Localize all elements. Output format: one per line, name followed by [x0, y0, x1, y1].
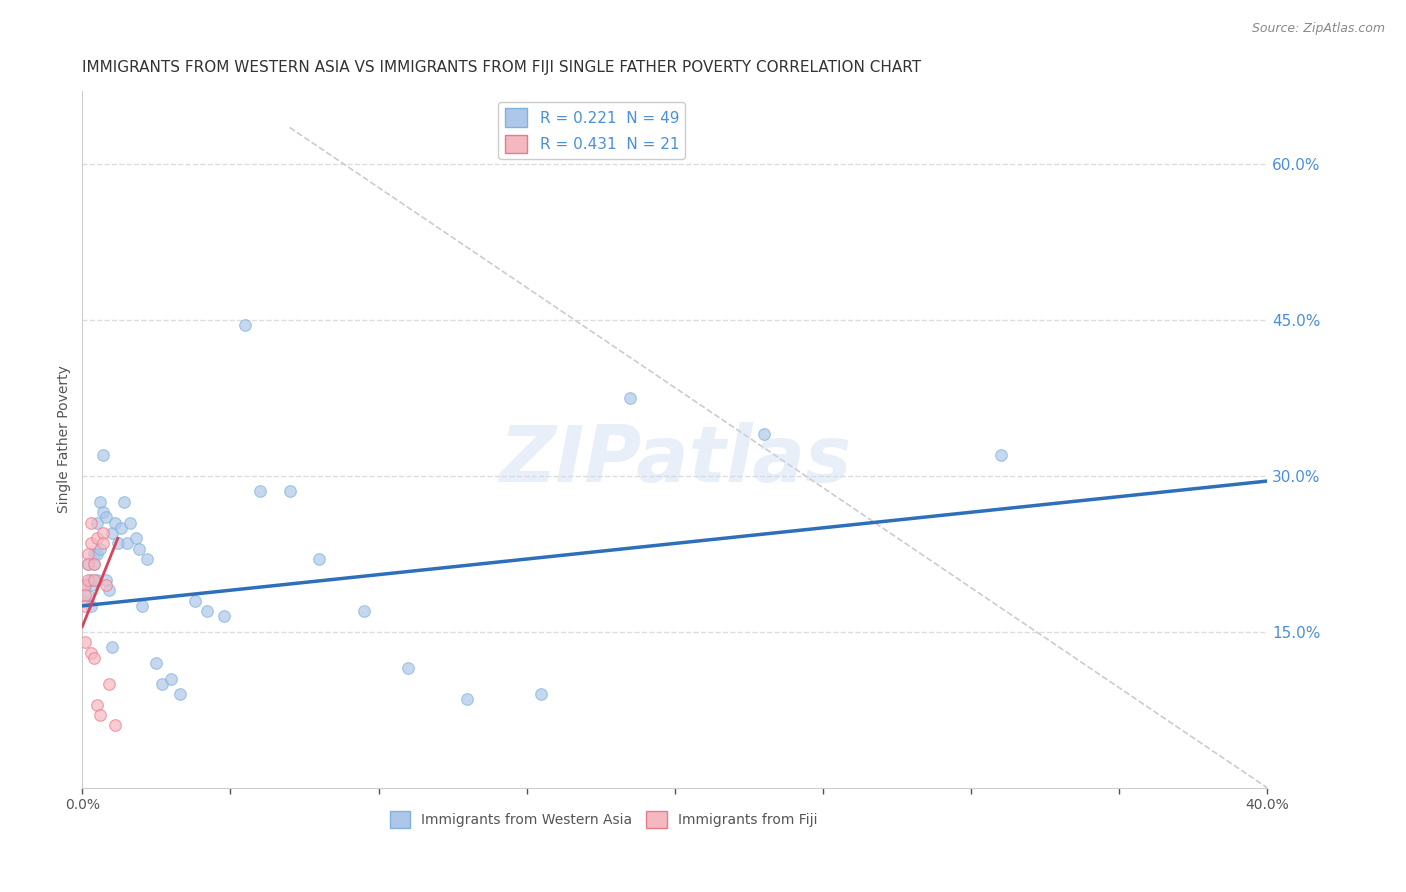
Text: Source: ZipAtlas.com: Source: ZipAtlas.com [1251, 22, 1385, 36]
Point [184, 593, 207, 607]
Point [75, 599, 97, 613]
Legend: Immigrants from Western Asia, Immigrants from Fiji: Immigrants from Western Asia, Immigrants… [384, 805, 824, 833]
Point [169, 687, 191, 701]
Point [83, 558, 105, 572]
Point [83, 547, 105, 561]
Point [195, 604, 218, 618]
Point [80, 573, 103, 587]
Point [77, 573, 100, 587]
Point [94, 510, 117, 524]
Point [75, 578, 97, 592]
Point [107, 536, 129, 550]
Point [97, 583, 120, 598]
Point [308, 552, 330, 566]
Point [83, 573, 105, 587]
Point [110, 521, 132, 535]
Point [80, 599, 103, 613]
Point [112, 495, 135, 509]
Point [214, 609, 236, 624]
Y-axis label: Single Father Poverty: Single Father Poverty [58, 366, 72, 514]
Point [456, 692, 478, 706]
Point [80, 646, 103, 660]
Point [278, 484, 301, 499]
Point [160, 672, 183, 686]
Point [353, 604, 375, 618]
Point [86, 531, 108, 545]
Point [752, 427, 775, 442]
Point [619, 391, 641, 405]
Point [990, 448, 1012, 462]
Point [75, 593, 97, 607]
Point [80, 516, 103, 530]
Point [115, 536, 138, 550]
Point [94, 573, 117, 587]
Point [101, 640, 124, 655]
Point [89, 708, 111, 723]
Point [75, 635, 97, 649]
Point [249, 484, 271, 499]
Point [97, 677, 120, 691]
Point [91, 448, 114, 462]
Point [91, 526, 114, 541]
Point [83, 650, 105, 665]
Point [77, 589, 100, 603]
Point [80, 536, 103, 550]
Point [101, 526, 124, 541]
Point [124, 531, 146, 545]
Point [94, 578, 117, 592]
Point [86, 698, 108, 712]
Point [91, 505, 114, 519]
Point [150, 677, 173, 691]
Point [136, 552, 159, 566]
Point [77, 558, 100, 572]
Point [396, 661, 419, 675]
Point [104, 718, 127, 732]
Point [145, 656, 167, 670]
Text: IMMIGRANTS FROM WESTERN ASIA VS IMMIGRANTS FROM FIJI SINGLE FATHER POVERTY CORRE: IMMIGRANTS FROM WESTERN ASIA VS IMMIGRAN… [83, 60, 921, 75]
Point [86, 573, 108, 587]
Point [89, 495, 111, 509]
Point [89, 541, 111, 556]
Point [104, 516, 127, 530]
Point [75, 578, 97, 592]
Point [80, 578, 103, 592]
Point [75, 589, 97, 603]
Text: ZIPatlas: ZIPatlas [499, 422, 851, 499]
Point [131, 599, 153, 613]
Point [128, 541, 150, 556]
Point [233, 318, 256, 332]
Point [77, 547, 100, 561]
Point [77, 558, 100, 572]
Point [86, 516, 108, 530]
Point [91, 536, 114, 550]
Point [530, 687, 553, 701]
Point [86, 547, 108, 561]
Point [118, 516, 141, 530]
Point [83, 558, 105, 572]
